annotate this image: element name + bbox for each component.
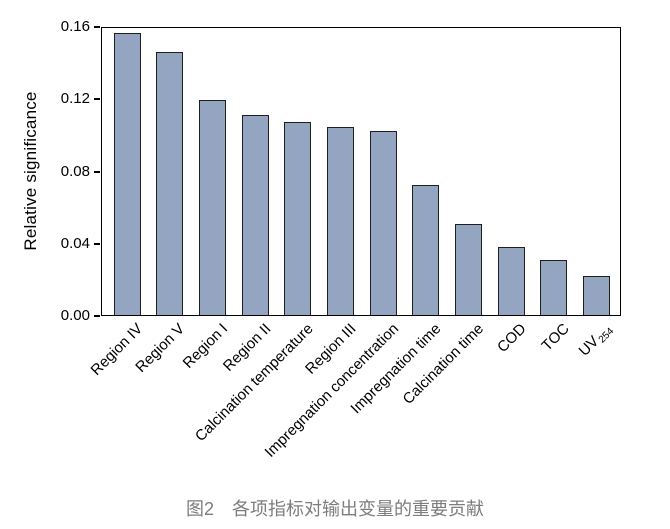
- x-tick-label-subscript: 254: [597, 325, 617, 346]
- bar-uv254: [582, 276, 610, 315]
- y-tick-label: 0.12: [60, 90, 90, 108]
- bar-calcination-temperature: [284, 122, 312, 315]
- caption-text: 各项指标对输出变量的重要贡献: [232, 499, 484, 519]
- y-tick-mark: [94, 26, 100, 28]
- y-tick-label: 0.08: [60, 162, 90, 180]
- bar-calcination-time: [454, 224, 482, 315]
- bar-region-v: [156, 52, 184, 315]
- x-tick-label: Calcination time: [399, 320, 488, 408]
- y-tick-mark: [94, 170, 100, 173]
- y-tick-mark: [94, 315, 100, 317]
- x-tick-label: UV254: [576, 325, 617, 360]
- y-tick-label: 0.16: [60, 18, 90, 35]
- y-axis-title: Relative significance: [21, 91, 40, 251]
- bar-toc: [540, 260, 568, 315]
- y-tick-mark: [94, 242, 100, 245]
- bar-impregnation-concentration: [369, 131, 397, 315]
- y-tick-mark: [94, 98, 100, 101]
- figure-caption: 图2 各项指标对输出变量的重要贡献: [0, 495, 670, 521]
- bar-region-iv: [113, 33, 141, 315]
- bar-region-ii: [241, 115, 269, 315]
- x-tick-label: Region IV: [87, 320, 146, 379]
- caption-number: 图2: [185, 499, 214, 519]
- x-tick-label: COD: [494, 320, 530, 356]
- bar-cod: [497, 247, 525, 315]
- plot-area: [101, 27, 621, 316]
- y-tick-label: 0.00: [60, 307, 90, 324]
- bar-region-iii: [326, 127, 354, 315]
- y-tick-label: 0.04: [60, 234, 90, 252]
- bar-region-i: [198, 100, 226, 315]
- x-tick-label: TOC: [538, 320, 573, 355]
- bar-impregnation-time: [412, 185, 440, 315]
